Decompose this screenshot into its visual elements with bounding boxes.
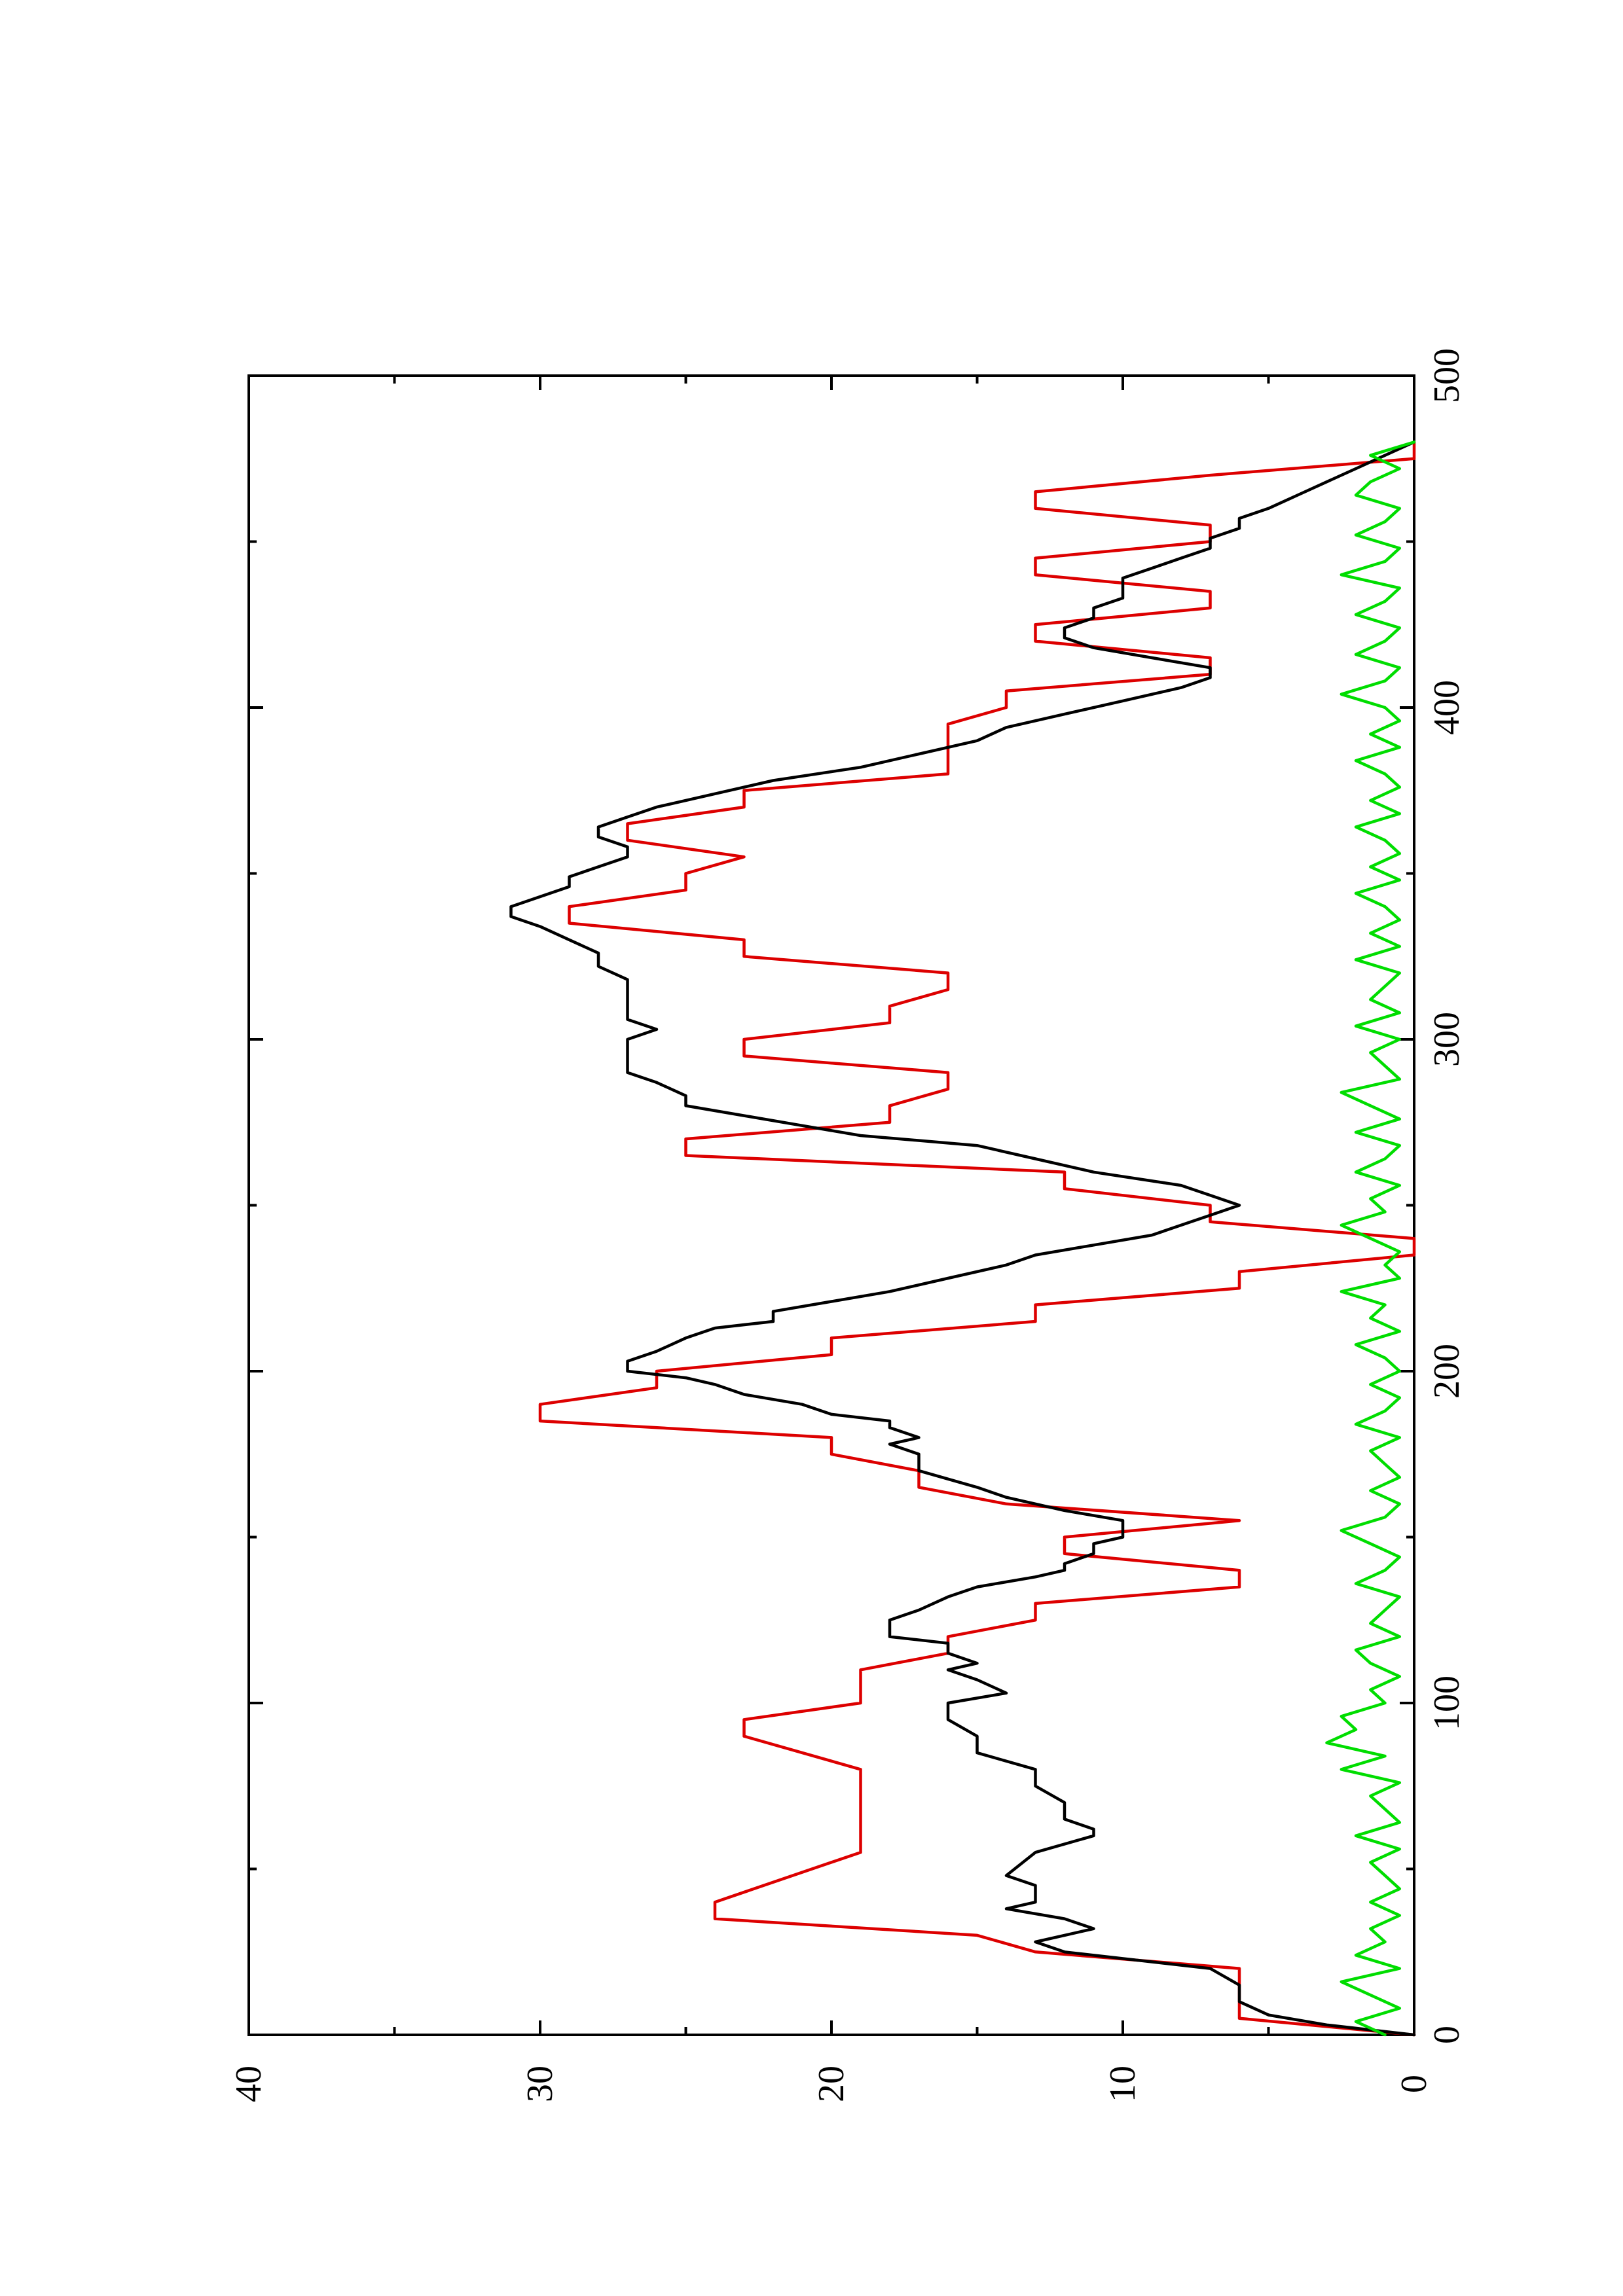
y-tick-label: 10 bbox=[1103, 2066, 1143, 2102]
x-tick-label: 100 bbox=[1427, 1676, 1467, 1731]
y-tick-label: 40 bbox=[228, 2066, 269, 2102]
series-line-2 bbox=[509, 440, 1416, 2037]
y-tick-label: 30 bbox=[520, 2066, 560, 2102]
series-layer bbox=[509, 440, 1416, 2037]
axis-tick-labels: 0 100 200 300 400 500 0 10 20 30 40 bbox=[228, 348, 1467, 2102]
x-tick-label: 0 bbox=[1427, 2026, 1467, 2044]
y-tick-label: 20 bbox=[811, 2066, 852, 2102]
series-line-3 bbox=[1325, 440, 1416, 2037]
axis-ticks bbox=[247, 374, 1415, 2036]
x-tick-label: 200 bbox=[1427, 1344, 1467, 1399]
series-line-1 bbox=[538, 440, 1416, 2037]
x-tick-label: 300 bbox=[1427, 1012, 1467, 1067]
x-tick-label: 500 bbox=[1427, 348, 1467, 403]
x-tick-label: 400 bbox=[1427, 680, 1467, 735]
y-tick-label: 0 bbox=[1394, 2075, 1434, 2093]
